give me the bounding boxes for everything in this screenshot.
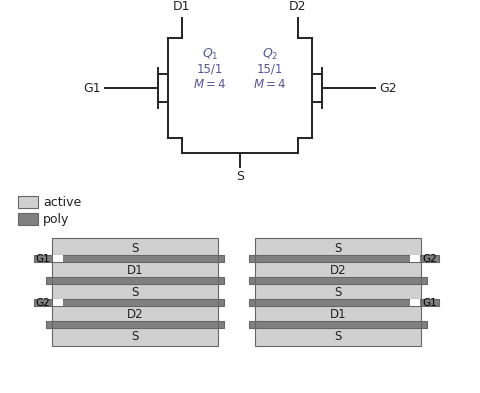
Bar — [53, 255, 63, 262]
Bar — [249, 255, 255, 262]
Text: S: S — [334, 285, 342, 299]
Text: G2: G2 — [379, 81, 396, 94]
Bar — [249, 277, 255, 284]
Text: poly: poly — [43, 213, 70, 226]
Text: $Q_1$: $Q_1$ — [202, 47, 218, 62]
Bar — [421, 299, 439, 306]
Text: $Q_2$: $Q_2$ — [262, 47, 278, 62]
Bar — [249, 299, 255, 306]
Bar — [52, 277, 218, 284]
Bar — [410, 299, 420, 306]
Bar — [18, 196, 38, 208]
Bar — [218, 321, 224, 328]
Text: G1: G1 — [36, 253, 50, 263]
Text: $M = 4$: $M = 4$ — [193, 78, 227, 91]
Bar — [52, 326, 218, 346]
Text: S: S — [334, 242, 342, 255]
Bar — [18, 213, 38, 225]
Bar — [255, 277, 421, 284]
Text: S: S — [132, 329, 139, 343]
Text: active: active — [43, 195, 81, 209]
Bar — [52, 238, 218, 258]
Text: D1: D1 — [127, 263, 144, 277]
Bar — [421, 255, 439, 262]
Bar — [52, 321, 218, 328]
Bar — [52, 282, 218, 302]
Text: G2: G2 — [36, 298, 50, 307]
Bar — [255, 282, 421, 302]
Bar — [255, 238, 421, 258]
Bar — [52, 304, 218, 324]
Bar — [255, 321, 421, 328]
Text: 15/1: 15/1 — [257, 63, 283, 76]
Text: D1: D1 — [330, 307, 346, 321]
Text: D2: D2 — [289, 0, 307, 13]
Bar — [410, 255, 420, 262]
Text: $M = 4$: $M = 4$ — [253, 78, 287, 91]
Text: D2: D2 — [127, 307, 144, 321]
Text: G1: G1 — [84, 81, 101, 94]
Bar — [255, 255, 421, 262]
Bar — [421, 321, 427, 328]
Text: D2: D2 — [330, 263, 346, 277]
Bar — [255, 260, 421, 280]
Bar — [52, 299, 218, 306]
Text: G1: G1 — [422, 298, 437, 307]
Bar — [218, 299, 224, 306]
Bar — [255, 326, 421, 346]
Bar — [34, 255, 52, 262]
Text: G2: G2 — [422, 253, 437, 263]
Text: S: S — [132, 285, 139, 299]
Bar — [46, 277, 52, 284]
Text: D1: D1 — [173, 0, 191, 13]
Bar — [46, 321, 52, 328]
Text: S: S — [334, 329, 342, 343]
Bar — [53, 299, 63, 306]
Bar — [218, 255, 224, 262]
Bar — [255, 304, 421, 324]
Bar — [249, 321, 255, 328]
Bar — [52, 260, 218, 280]
Text: S: S — [236, 170, 244, 183]
Bar — [34, 299, 52, 306]
Bar — [421, 277, 427, 284]
Bar — [218, 277, 224, 284]
Bar — [255, 299, 421, 306]
Text: 15/1: 15/1 — [197, 63, 223, 76]
Text: S: S — [132, 242, 139, 255]
Bar — [52, 255, 218, 262]
